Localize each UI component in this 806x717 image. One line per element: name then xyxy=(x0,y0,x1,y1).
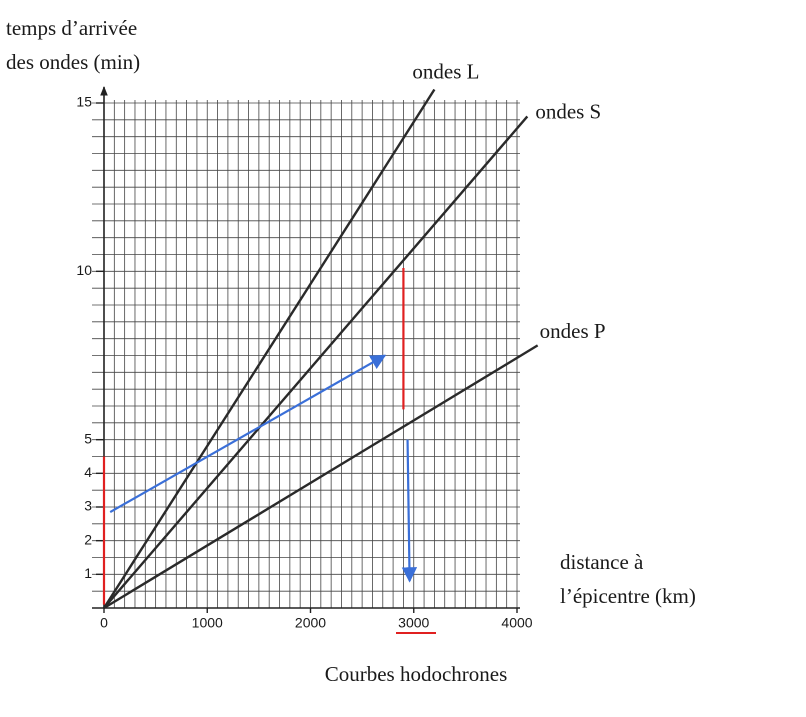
series-label: ondes L xyxy=(412,59,479,83)
series-label: ondes P xyxy=(540,319,606,343)
caption: Courbes hodochrones xyxy=(325,662,508,686)
annotation-arrow xyxy=(109,354,387,514)
y-tick-label: 15 xyxy=(76,94,92,110)
y-tick-label: 3 xyxy=(84,498,92,514)
series-label: ondes S xyxy=(535,99,601,123)
series-line xyxy=(102,88,436,609)
y-tick-label: 4 xyxy=(84,464,92,480)
x-tick-label: 0 xyxy=(100,615,108,631)
x-tick-label: 1000 xyxy=(192,615,223,631)
y-tick-label: 5 xyxy=(84,430,92,446)
series-line xyxy=(103,115,529,609)
y-axis-label: des ondes (min) xyxy=(6,50,140,74)
x-tick-label: 3000 xyxy=(398,615,429,631)
x-axis-label: distance à xyxy=(560,550,644,574)
x-tick-label: 4000 xyxy=(501,615,532,631)
annotation-arrow xyxy=(401,439,418,583)
x-axis-label: l’épicentre (km) xyxy=(560,584,696,608)
y-tick-label: 2 xyxy=(84,531,92,547)
series-line xyxy=(103,344,539,610)
grid xyxy=(92,100,520,609)
y-tick-label: 10 xyxy=(76,262,92,278)
y-axis-label: temps d’arrivée xyxy=(6,16,137,40)
x-tick-label: 2000 xyxy=(295,615,326,631)
y-tick-label: 1 xyxy=(84,565,92,581)
